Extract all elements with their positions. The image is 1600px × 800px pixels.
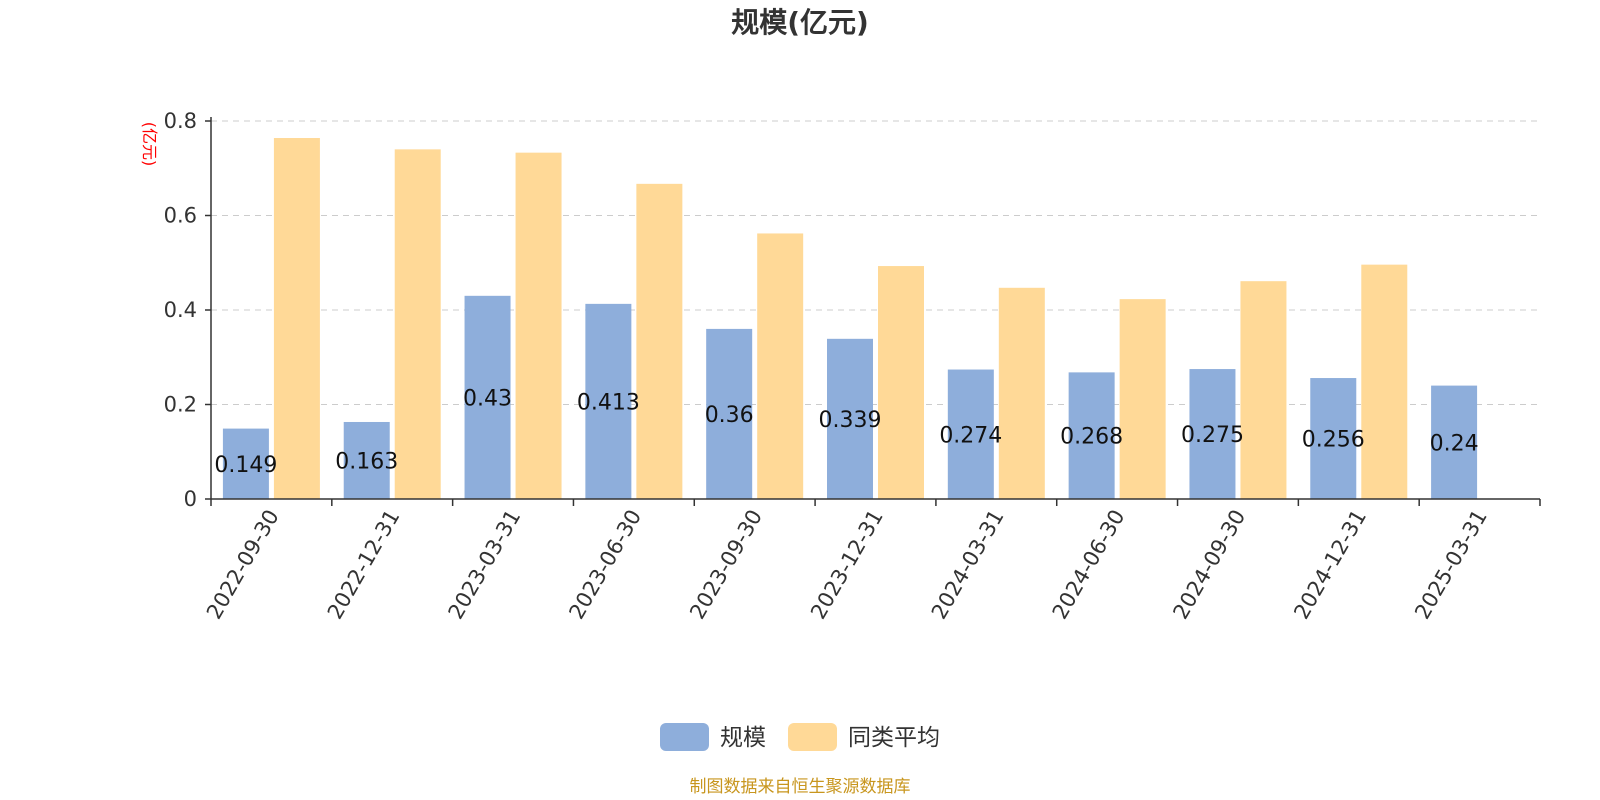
bar-peer-average [757,233,804,499]
x-tick-label: 2023-09-30 [685,506,767,624]
data-label-scale: 0.256 [1302,428,1365,453]
bar-peer-average [273,138,320,499]
x-tick-label: 2022-09-30 [202,506,284,624]
y-tick-label: 0.4 [164,298,197,322]
bars [222,138,1478,499]
y-tick-label: 0 [184,487,197,511]
y-tick-label: 0.8 [164,109,197,133]
bar-peer-average [878,266,924,499]
bar-peer-average [636,183,683,499]
bar-scale [222,428,269,499]
legend-label-peer-average[interactable]: 同类平均 [848,725,940,751]
bar-scale [1068,372,1115,499]
x-tick-label: 2023-03-31 [444,506,526,624]
bar-scale [947,369,994,499]
data-label-scale: 0.43 [463,386,512,411]
x-tick-label: 2022-12-31 [323,506,405,624]
data-label-scale: 0.268 [1060,425,1123,450]
bar-peer-average [1361,264,1408,499]
x-tick-label: 2023-12-31 [806,506,888,624]
bar-peer-average [394,149,441,499]
bar-scale [1310,378,1357,499]
x-tick-label: 2024-03-31 [927,506,1009,624]
data-label-scale: 0.36 [705,403,754,428]
legend-swatch-peer-average[interactable] [788,723,837,751]
y-tick-label: 0.2 [164,393,197,417]
legend-label-scale[interactable]: 规模 [720,725,766,751]
legend[interactable]: 规模 同类平均 [660,723,940,751]
x-tick-label: 2024-09-30 [1168,506,1250,624]
y-tick-label: 0.6 [164,204,197,228]
x-tick-label: 2024-06-30 [1048,506,1130,624]
bar-scale [1189,369,1236,499]
data-label-scale: 0.274 [939,423,1002,448]
data-label-scale: 0.163 [335,449,398,474]
bar-peer-average [998,287,1045,499]
bar-scale [464,295,511,499]
bar-peer-average [1240,281,1287,499]
x-tick-label: 2023-06-30 [564,506,646,624]
bar-peer-average [1119,299,1166,499]
x-tick-label: 2025-03-31 [1410,506,1492,624]
data-label-scale: 0.413 [577,390,640,415]
bar-scale [585,303,632,499]
x-tick-label: 2024-12-31 [1289,506,1371,624]
data-source-note: 制图数据来自恒生聚源数据库 [690,777,911,797]
bar-scale [343,421,390,499]
chart-title: 规模(亿元) [731,6,869,39]
bar-peer-average [515,152,562,499]
data-label-scale: 0.339 [819,408,882,433]
bar-scale [1431,385,1478,499]
data-labels: 0.149 0.163 0.43 0.413 0.36 0.339 0.274 0.268 0.… [214,386,1478,477]
y-axis-unit: (亿元) [140,122,159,167]
data-label-scale: 0.149 [214,453,277,478]
bar-scale [827,338,873,499]
data-label-scale: 0.24 [1430,431,1479,456]
data-label-scale: 0.275 [1181,423,1244,448]
bar-scale [706,328,753,499]
legend-swatch-scale[interactable] [660,723,709,751]
